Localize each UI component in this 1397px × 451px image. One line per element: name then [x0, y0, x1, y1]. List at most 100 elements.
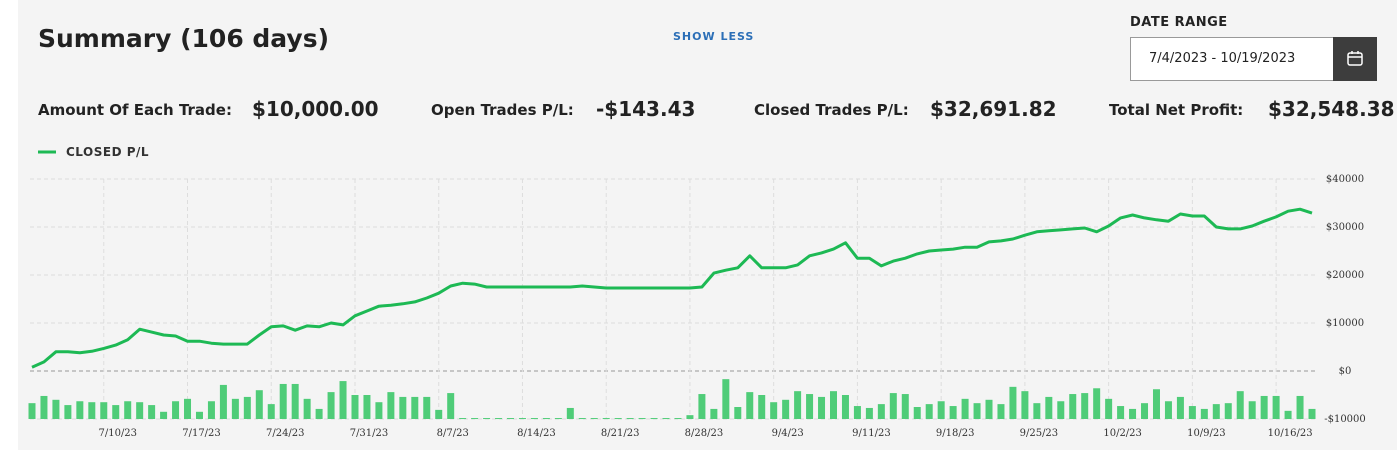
x-tick-label: 7/31/23 — [350, 428, 389, 439]
bar — [375, 402, 383, 419]
bar — [901, 394, 909, 419]
bar — [363, 395, 371, 419]
bar — [1272, 395, 1280, 419]
bar — [889, 393, 897, 419]
x-tick-label: 9/18/23 — [936, 428, 975, 439]
bar — [327, 392, 335, 419]
stat-value: $32,691.82 — [930, 97, 1057, 121]
legend-label: CLOSED P/L — [66, 145, 149, 159]
date-range-input[interactable]: 7/4/2023 - 10/19/2023 — [1130, 37, 1352, 81]
bar — [1129, 408, 1137, 419]
bar — [925, 404, 933, 419]
bar — [638, 418, 646, 420]
bar — [662, 418, 670, 420]
bar — [255, 390, 263, 419]
bar — [1164, 401, 1172, 419]
bar — [243, 396, 251, 419]
bar — [554, 418, 562, 420]
bar — [853, 406, 861, 419]
y-tick-label: $0 — [1339, 366, 1352, 377]
bar — [339, 381, 347, 419]
bar — [961, 398, 969, 419]
bar — [770, 402, 778, 419]
calendar-button[interactable] — [1333, 37, 1377, 81]
bar — [1224, 403, 1232, 419]
bar — [1308, 408, 1316, 419]
stat-label: Amount Of Each Trade: — [38, 101, 232, 119]
y-tick-label: $30000 — [1326, 222, 1364, 233]
x-tick-label: 10/2/23 — [1103, 428, 1142, 439]
bar — [447, 393, 455, 419]
bar — [913, 407, 921, 419]
bar — [614, 418, 622, 420]
y-tick-label: $40000 — [1326, 174, 1364, 185]
bar — [1141, 403, 1149, 419]
bar — [590, 418, 598, 420]
bar — [1069, 394, 1077, 419]
bar — [626, 418, 634, 420]
bar — [722, 379, 730, 419]
date-range-label: DATE RANGE — [1130, 15, 1228, 30]
x-tick-label: 8/14/23 — [517, 428, 556, 439]
bar — [231, 398, 239, 419]
bar — [100, 402, 108, 419]
bar — [1152, 389, 1160, 419]
x-tick-label: 7/24/23 — [266, 428, 305, 439]
summary-panel: Summary (106 days) SHOW LESS DATE RANGE … — [18, 0, 1397, 450]
bar — [758, 395, 766, 419]
bar — [542, 418, 550, 420]
x-tick-label: 8/7/23 — [437, 428, 469, 439]
bar — [841, 395, 849, 419]
x-tick-label: 9/4/23 — [772, 428, 804, 439]
bar — [459, 418, 467, 420]
bar — [136, 402, 144, 419]
bar — [1260, 395, 1268, 419]
bar — [148, 405, 156, 419]
bar — [483, 418, 491, 420]
bar — [518, 418, 526, 420]
bar — [28, 403, 36, 419]
bar — [650, 418, 658, 420]
bar — [686, 415, 694, 419]
bar — [471, 418, 479, 420]
bar — [602, 418, 610, 420]
x-tick-label: 8/28/23 — [685, 428, 724, 439]
bar — [1045, 396, 1053, 419]
stat-label: Closed Trades P/L: — [754, 101, 909, 119]
bar — [1081, 393, 1089, 419]
x-tick-label: 10/16/23 — [1268, 428, 1313, 439]
bar — [172, 401, 180, 419]
y-tick-label: -$10000 — [1324, 414, 1366, 425]
bar — [351, 395, 359, 419]
bar — [829, 391, 837, 419]
bar — [387, 392, 395, 419]
show-less-link[interactable]: SHOW LESS — [673, 30, 755, 43]
bar — [794, 391, 802, 419]
calendar-icon — [1347, 51, 1363, 66]
bar — [566, 407, 574, 419]
bar — [1296, 395, 1304, 419]
bar — [267, 404, 275, 419]
bar — [1236, 391, 1244, 419]
line — [31, 207, 1313, 369]
stat-label: Total Net Profit: — [1109, 101, 1244, 119]
stat-value: $10,000.00 — [252, 97, 379, 121]
bar — [1093, 388, 1101, 419]
bar — [64, 405, 72, 419]
y-tick-label: $10000 — [1326, 318, 1364, 329]
bar — [782, 399, 790, 419]
bar — [184, 398, 192, 419]
title: Summary (106 days) — [38, 24, 330, 53]
bar — [530, 418, 538, 420]
bar — [495, 418, 503, 420]
stat-value: $32,548.38 — [1268, 97, 1395, 121]
bar — [40, 395, 48, 419]
bar — [399, 396, 407, 419]
bar — [877, 404, 885, 419]
bar — [1248, 401, 1256, 419]
bar — [411, 396, 419, 419]
bar — [1033, 403, 1041, 419]
bar — [578, 418, 586, 420]
